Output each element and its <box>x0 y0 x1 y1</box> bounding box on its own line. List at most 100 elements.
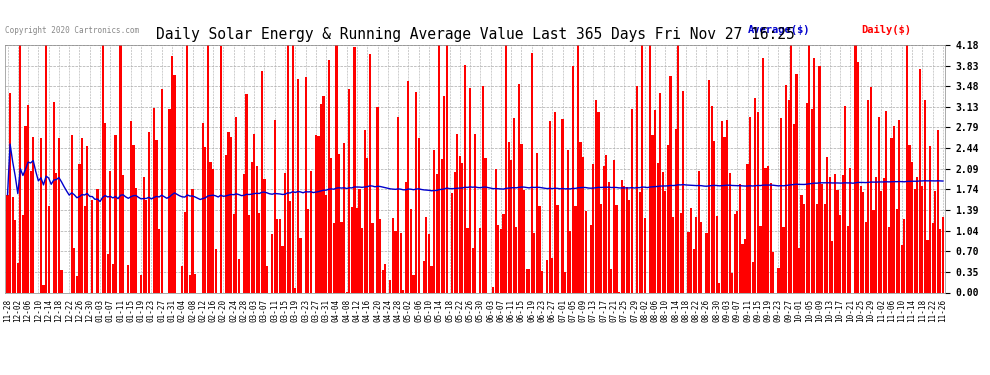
Bar <box>25 126 27 292</box>
Bar <box>441 159 443 292</box>
Bar <box>444 96 446 292</box>
Bar <box>471 248 474 292</box>
Bar <box>916 177 919 292</box>
Bar <box>109 171 112 292</box>
Bar <box>911 162 913 292</box>
Bar <box>133 145 135 292</box>
Bar <box>521 144 523 292</box>
Bar <box>724 137 726 292</box>
Bar <box>294 288 296 292</box>
Bar <box>253 134 255 292</box>
Bar <box>207 45 209 292</box>
Bar <box>726 120 728 292</box>
Bar <box>890 138 893 292</box>
Bar <box>148 132 149 292</box>
Bar <box>664 191 666 292</box>
Bar <box>759 226 761 292</box>
Bar <box>834 174 836 292</box>
Bar <box>870 87 872 292</box>
Bar <box>22 215 24 292</box>
Bar <box>484 158 486 292</box>
Bar <box>14 220 16 292</box>
Bar <box>413 275 415 292</box>
Bar <box>687 232 690 292</box>
Bar <box>353 47 355 292</box>
Bar <box>333 223 335 292</box>
Bar <box>243 174 245 292</box>
Bar <box>250 162 252 292</box>
Bar <box>323 96 325 292</box>
Bar <box>320 104 322 292</box>
Bar <box>844 105 846 292</box>
Bar <box>693 249 695 292</box>
Bar <box>523 190 525 292</box>
Bar <box>158 229 160 292</box>
Bar <box>27 105 29 292</box>
Bar <box>864 222 867 292</box>
Bar <box>824 204 826 292</box>
Bar <box>713 141 715 292</box>
Bar <box>793 124 795 292</box>
Bar <box>788 100 790 292</box>
Bar <box>52 102 54 292</box>
Bar <box>348 89 350 292</box>
Bar <box>731 273 734 292</box>
Bar <box>749 117 751 292</box>
Bar <box>898 120 900 292</box>
Bar <box>418 138 420 292</box>
Bar <box>526 268 528 292</box>
Bar <box>743 239 746 292</box>
Bar <box>680 213 682 292</box>
Bar <box>107 254 109 292</box>
Bar <box>336 45 338 292</box>
Bar <box>331 158 333 292</box>
Bar <box>361 228 363 292</box>
Bar <box>70 135 73 292</box>
Bar <box>394 231 397 292</box>
Bar <box>371 224 373 292</box>
Bar <box>204 147 207 292</box>
Bar <box>246 94 248 292</box>
Bar <box>328 60 330 292</box>
Bar <box>436 174 438 292</box>
Bar <box>130 121 132 292</box>
Bar <box>397 117 399 292</box>
Bar <box>711 106 713 292</box>
Bar <box>906 45 908 292</box>
Bar <box>248 215 250 292</box>
Bar <box>45 45 48 292</box>
Bar <box>642 45 644 292</box>
Bar <box>140 275 143 292</box>
Bar <box>569 231 571 292</box>
Bar <box>325 195 328 292</box>
Bar <box>236 117 238 292</box>
Bar <box>659 93 661 292</box>
Bar <box>286 45 289 292</box>
Bar <box>832 240 834 292</box>
Bar <box>553 112 556 292</box>
Bar <box>636 86 639 292</box>
Bar <box>368 54 371 292</box>
Bar <box>230 137 233 292</box>
Bar <box>363 130 365 292</box>
Bar <box>152 108 155 292</box>
Bar <box>402 290 404 292</box>
Bar <box>561 119 563 292</box>
Bar <box>122 176 125 292</box>
Bar <box>862 192 864 292</box>
Bar <box>181 266 183 292</box>
Bar <box>626 187 628 292</box>
Bar <box>299 238 302 292</box>
Bar <box>19 45 22 292</box>
Bar <box>173 75 175 292</box>
Bar <box>872 210 874 292</box>
Bar <box>453 172 455 292</box>
Bar <box>539 206 541 292</box>
Bar <box>769 183 772 292</box>
Bar <box>469 88 471 292</box>
Bar <box>215 249 217 292</box>
Bar <box>482 86 484 292</box>
Bar <box>338 154 341 292</box>
Bar <box>81 138 83 292</box>
Bar <box>344 143 346 292</box>
